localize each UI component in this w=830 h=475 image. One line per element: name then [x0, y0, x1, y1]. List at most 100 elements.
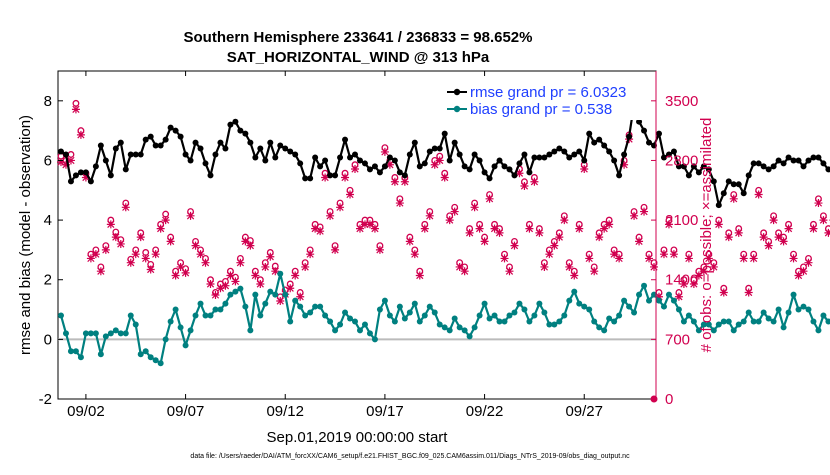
bias-point — [511, 309, 518, 316]
obs-assimilated-marker — [141, 254, 150, 263]
rmse-point — [571, 151, 578, 158]
obs-assimilated-marker — [206, 279, 215, 288]
rmse-point — [795, 157, 802, 164]
obs-assimilated-marker — [211, 291, 220, 300]
obs-assimilated-marker — [156, 224, 165, 233]
rmse-point — [172, 127, 179, 134]
rmse-point — [556, 145, 563, 152]
rmse-point — [745, 172, 752, 179]
obs-assimilated-marker — [116, 239, 125, 248]
obs-assimilated-marker — [271, 267, 280, 276]
obs-assimilated-marker — [729, 194, 738, 203]
rmse-point — [770, 163, 777, 170]
bias-point — [117, 330, 124, 337]
x-axis-label: Sep.01,2019 00:00:00 start — [267, 429, 449, 446]
obs-assimilated-marker — [679, 279, 688, 288]
obs-assimilated-marker — [420, 224, 429, 233]
obs-assimilated-marker — [620, 160, 629, 169]
legend-box — [442, 82, 650, 120]
bias-point — [122, 330, 129, 337]
bias-point — [531, 312, 538, 319]
obs-assimilated-marker — [515, 169, 524, 178]
y-right-tick-label: 0 — [665, 391, 673, 408]
rmse-point — [381, 163, 388, 170]
obs-assimilated-marker — [415, 271, 424, 280]
rmse-point — [516, 160, 523, 167]
obs-assimilated-marker — [570, 271, 579, 280]
legend: rmse grand pr = 6.0323 bias grand pr = 0… — [442, 82, 650, 120]
obs-assimilated-marker — [540, 262, 549, 271]
bias-point — [332, 327, 339, 334]
obs-assimilated-marker — [91, 250, 100, 259]
rmse-point — [511, 172, 518, 179]
bias-point — [775, 306, 782, 313]
obs-assimilated-marker — [640, 207, 649, 216]
obs-assimilated-marker — [674, 292, 683, 301]
rmse-point — [262, 157, 269, 164]
bias-point — [356, 327, 363, 334]
rmse-point — [307, 175, 314, 182]
y-axis-right-label: # of obs: o=possible; ×=assimilated — [698, 118, 715, 353]
bias-point — [347, 315, 354, 322]
bias-point — [720, 318, 727, 325]
rmse-point — [461, 163, 468, 170]
bias-point — [546, 321, 553, 328]
bias-point — [391, 318, 398, 325]
rmse-point — [720, 190, 727, 197]
bias-point — [710, 327, 717, 334]
obs-assimilated-marker — [86, 254, 95, 263]
obs-assimilated-marker — [186, 211, 195, 220]
y-right-tick-label: 3500 — [665, 93, 698, 110]
rmse-point — [97, 142, 104, 149]
rmse-point — [342, 136, 349, 143]
bias-point — [730, 327, 737, 334]
obs-assimilated-marker — [360, 220, 369, 229]
rmse-point — [147, 133, 154, 140]
rmse-point — [232, 118, 239, 125]
obs-assimilated-marker — [126, 258, 135, 267]
obs-assimilated-marker — [410, 250, 419, 259]
rmse-point — [526, 169, 533, 176]
bias-point — [187, 327, 194, 334]
rmse-series-layer — [57, 100, 830, 209]
bias-point — [516, 300, 523, 307]
obs-assimilated-marker — [96, 267, 105, 276]
obs-assimilated-marker — [734, 228, 743, 237]
obs-assimilated-marker — [490, 224, 499, 233]
y-left-tick-label: 0 — [44, 331, 52, 348]
bias-point — [396, 303, 403, 310]
bias-point — [790, 291, 797, 298]
rmse-point — [117, 139, 124, 146]
rmse-point — [576, 148, 583, 155]
obs-assimilated-marker — [545, 250, 554, 259]
bias-point — [182, 342, 189, 349]
rmse-point — [481, 169, 488, 176]
bias-point — [471, 324, 478, 331]
rmse-point — [247, 139, 254, 146]
rmse-point — [825, 166, 830, 173]
obs-assimilated-marker — [201, 258, 210, 267]
bias-point — [526, 318, 533, 325]
rmse-point — [705, 166, 712, 173]
bias-point — [327, 318, 334, 325]
bias-point — [87, 330, 94, 337]
rmse-point — [287, 148, 294, 155]
bias-point — [456, 324, 463, 331]
bias-point — [451, 315, 458, 322]
y-right-tick-label: 2800 — [665, 152, 698, 169]
bias-point — [476, 312, 483, 319]
bias-point — [760, 309, 767, 316]
bias-point — [162, 336, 169, 343]
obs-assimilated-marker — [774, 233, 783, 242]
obs-assimilated-marker — [615, 254, 624, 263]
obs-assimilated-marker — [565, 262, 574, 271]
obs-assimilated-marker — [131, 250, 140, 259]
obs-assimilated-marker — [699, 267, 708, 276]
obs-assimilated-marker — [645, 254, 654, 263]
bias-point — [740, 318, 747, 325]
obs-assimilated-marker — [276, 297, 285, 306]
obs-assimilated-marker — [794, 271, 803, 280]
bias-point — [112, 327, 119, 334]
obs-assimilated-marker — [535, 228, 544, 237]
bias-point — [705, 321, 712, 328]
